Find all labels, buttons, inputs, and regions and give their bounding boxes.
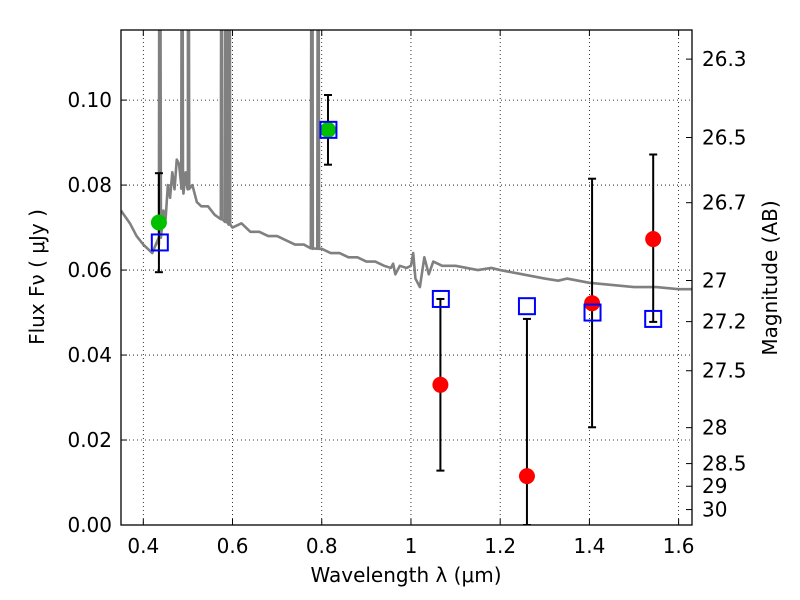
mag-tick-label: 26.5 (702, 125, 747, 149)
mag-tick-label: 29 (702, 474, 727, 498)
y2-axis-label: Magnitude (AB) (758, 200, 782, 355)
y-tick-label: 0.02 (67, 428, 112, 452)
y-tick-label: 0.10 (67, 88, 112, 112)
x-tick-label: 1.6 (663, 534, 695, 558)
x-axis-label: Wavelength λ (μm) (310, 563, 501, 587)
y-tick-label: 0.04 (67, 343, 112, 367)
model-band-flux-square (150, 233, 169, 252)
mag-tick-label: 27.5 (702, 359, 747, 383)
mag-tick-label: 30 (702, 498, 727, 522)
model-spectrum-line (121, 30, 692, 291)
mag-tick-label: 28.5 (702, 452, 747, 476)
grid-lines (121, 30, 692, 526)
non-detection-point (584, 295, 601, 312)
plot-frame (120, 29, 693, 526)
model-band-flux-square (517, 297, 536, 316)
plot-area (121, 30, 692, 525)
mag-tick-label: 28 (702, 416, 727, 440)
y-tick-label: 0.00 (67, 513, 112, 537)
non-detection-point (518, 468, 535, 485)
detection-point (150, 214, 167, 231)
axis-ticks: 0.4 0.6 0.8 1 1.2 1.4 1.6 0.00 0.02 0.04 0.06 0.08 0… (67, 30, 747, 558)
x-tick-label: 1 (405, 534, 418, 558)
x-tick-label: 0.4 (127, 534, 159, 558)
mag-tick-label: 26.3 (702, 47, 747, 71)
non-detection-point (645, 231, 662, 248)
x-tick-label: 1.2 (484, 534, 516, 558)
model-band-flux-square (583, 303, 602, 322)
y-axis-label: Flux Fν ( μJy ) (25, 209, 49, 345)
y-tick-label: 0.08 (67, 173, 112, 197)
model-band-flux-square (644, 309, 663, 328)
x-tick-label: 0.6 (217, 534, 249, 558)
non-detection-point (432, 376, 449, 393)
x-tick-label: 0.8 (306, 534, 338, 558)
mag-tick-label: 27.2 (702, 310, 747, 334)
detection-point (319, 121, 336, 138)
model-band-flux-square (319, 120, 338, 139)
y-tick-label: 0.06 (67, 258, 112, 282)
x-tick-label: 1.4 (573, 534, 605, 558)
mag-tick-label: 26.7 (702, 191, 747, 215)
model-band-flux-square (431, 289, 450, 308)
mag-tick-label: 27 (702, 268, 727, 292)
